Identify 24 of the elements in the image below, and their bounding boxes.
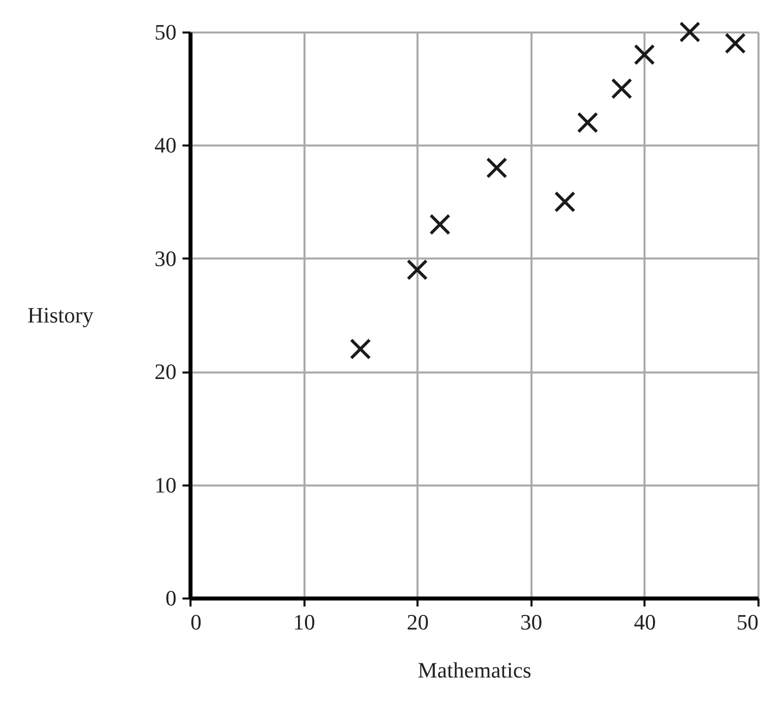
y-tick-label: 10 bbox=[154, 472, 176, 498]
point bbox=[406, 259, 428, 280]
x-tick-label: 40 bbox=[634, 610, 656, 634]
point bbox=[554, 191, 576, 212]
point bbox=[679, 21, 700, 43]
point bbox=[429, 214, 451, 236]
point bbox=[634, 44, 655, 66]
y-tick-label: 50 bbox=[154, 20, 176, 44]
x-tick-label: 50 bbox=[736, 610, 758, 634]
x-tick-label: 0 bbox=[190, 610, 202, 634]
x-tick-label: 20 bbox=[406, 610, 429, 634]
point bbox=[486, 157, 508, 178]
y-tick-label: 0 bbox=[166, 586, 176, 610]
y-axis-title: History bbox=[28, 302, 94, 328]
point bbox=[577, 112, 598, 134]
point bbox=[611, 78, 632, 100]
y-tick-label: 20 bbox=[154, 359, 176, 384]
point bbox=[350, 338, 371, 360]
x-tick-label: 30 bbox=[520, 610, 542, 634]
x-tick-label: 10 bbox=[293, 610, 316, 634]
x-axis-title: Mathematics bbox=[418, 658, 532, 682]
y-tick-label: 30 bbox=[154, 246, 176, 271]
point bbox=[724, 32, 746, 54]
y-tick-label: 40 bbox=[154, 132, 176, 158]
